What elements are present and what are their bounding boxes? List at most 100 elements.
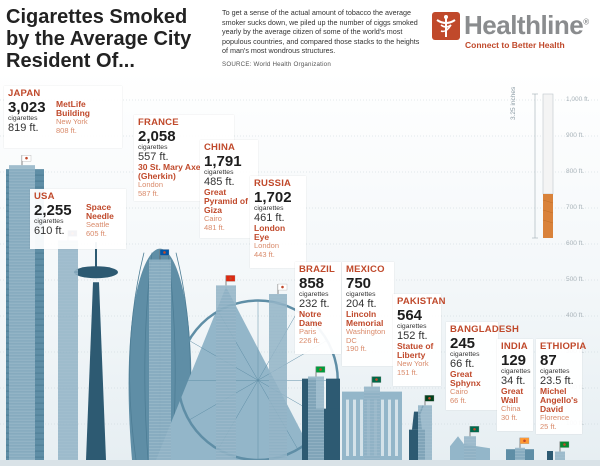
landmark-city: Florence [540, 413, 570, 422]
cigarette-length-label: 3.25 inches [510, 86, 517, 120]
landmark-city: Seattle [86, 220, 110, 229]
cigarette-count: 1,791 [204, 153, 242, 170]
intro-text: To get a sense of the actual amount of t… [222, 8, 420, 56]
landmark-name: Michel Angello's David [540, 386, 578, 414]
space-needle-saucer [74, 266, 118, 279]
stack-bar-china [216, 285, 236, 460]
cigarette-unit: cigarettes [8, 115, 38, 122]
card-usa: USA 2,255 cigarettes 610 ft. Space Needle Sea… [30, 189, 126, 249]
cigarette-unit: cigarettes [34, 218, 64, 225]
flag-emblem [523, 439, 526, 443]
card-ethiopia: ETHIOPIA 87 cigarettes 23.5 ft. Michel Angel… [536, 339, 587, 434]
landmark-name: 30 St. Mary Axe (Gherkin) [138, 162, 201, 181]
stack-height: 23.5 ft. [540, 375, 574, 387]
landmark-name: MetLife Building [56, 99, 90, 118]
landmark-city: Paris [299, 327, 317, 336]
ruler-tick-label: 400 ft. [566, 312, 585, 319]
landmark-name: Great Wall [501, 386, 524, 405]
card-russia: RUSSIA 1,702 cigarettes 461 ft. London Eye Lo… [250, 176, 306, 268]
cigarette-unit: cigarettes [397, 323, 427, 330]
landmark-height: 226 ft. [299, 335, 320, 345]
flag-emblem [473, 427, 476, 431]
stack-bar-russia [269, 294, 287, 460]
cigarette-count: 129 [501, 352, 527, 369]
stack-height: 204 ft. [346, 298, 377, 310]
stack-height: 557 ft. [138, 151, 169, 163]
cigarette-unit: cigarettes [204, 169, 234, 176]
stack-height: 34 ft. [501, 375, 526, 387]
cigarette-unit: cigarettes [138, 144, 168, 151]
cigarette-unit: cigarettes [254, 205, 284, 212]
ruler-tick-label: 600 ft. [566, 240, 585, 247]
landmark-name: London Eye [254, 223, 286, 242]
landmark-city: London [254, 241, 280, 250]
landmark-height: 151 ft. [397, 367, 418, 377]
landmark-name: Notre Dame [299, 309, 323, 328]
flag-emblem [563, 443, 566, 446]
ruler-tick-label: 700 ft. [566, 204, 585, 211]
cigarette-unit: cigarettes [299, 291, 329, 298]
cigarette-count: 2,255 [34, 202, 72, 219]
cigarette-scale-icon [532, 93, 554, 239]
country-label: ETHIOPIA [540, 341, 587, 352]
landmark-height: 808 ft. [56, 125, 77, 135]
cigarette-unit: cigarettes [501, 368, 531, 375]
country-label: RUSSIA [254, 178, 292, 189]
country-label: USA [34, 191, 55, 202]
stack-height: 461 ft. [254, 212, 285, 224]
country-label: INDIA [501, 341, 528, 352]
cigarette-count: 2,058 [138, 128, 176, 145]
landmark-height: 481 ft. [204, 222, 225, 232]
country-label: MEXICO [346, 264, 385, 275]
landmark-city: Cairo [450, 387, 468, 396]
card-mexico: MEXICO 750 cigarettes 204 ft. Lincoln Memori… [342, 262, 394, 366]
landmark-height: 587 ft. [138, 188, 159, 198]
landmark-name: Great Pyramid of Giza [204, 187, 248, 215]
country-label: CHINA [204, 142, 236, 153]
cigarette-count: 87 [540, 352, 557, 369]
card-france: FRANCE 2,058 cigarettes 557 ft. 30 St. Mary … [134, 115, 234, 201]
title-line-1: Cigarettes Smoked [6, 6, 188, 28]
ruler-tick-label: 500 ft. [566, 276, 585, 283]
landmark-city: New York [56, 117, 88, 126]
flag-emblem [281, 285, 284, 289]
brand-name: Healthline® [464, 10, 589, 40]
flag-emblem [229, 277, 232, 280]
stack-height: 232 ft. [299, 298, 330, 310]
ruler-tick-label: 800 ft. [566, 168, 585, 175]
stack-height: 152 ft. [397, 330, 428, 342]
cigarette-unit: cigarettes [540, 368, 570, 375]
gherkin-line [129, 252, 145, 461]
stack-bar-france [149, 259, 171, 460]
landmark-height: 190 ft. [346, 344, 367, 353]
source-text: SOURCE: World Health Organization [222, 61, 331, 68]
space-needle-legs [86, 282, 106, 460]
cigarette-count: 1,702 [254, 189, 292, 206]
landmark-height: 25 ft. [540, 421, 557, 431]
stack-height: 819 ft. [8, 122, 39, 134]
flag-emblem [319, 368, 322, 371]
card-japan: JAPAN 3,023 cigarettes 819 ft. MetLife Build… [4, 86, 122, 148]
flag-emblem [375, 378, 378, 381]
landmark-height: 66 ft. [450, 395, 467, 405]
cigarette-count: 858 [299, 275, 325, 292]
stack-bar-brazil [308, 376, 324, 460]
landmark-height: 605 ft. [86, 228, 107, 238]
stack-bar-pakistan [418, 405, 432, 460]
card-pakistan: PAKISTAN 564 cigarettes 152 ft. Statue of Li… [393, 294, 446, 386]
lincoln-column [388, 399, 391, 456]
cigarette-unit: cigarettes [450, 351, 480, 358]
landmark-height: 443 ft. [254, 249, 275, 259]
landmark-city: New York [397, 359, 429, 368]
healthline-logo[interactable]: Healthline® Connect to Better Health [432, 10, 592, 50]
landmark-height: 30 ft. [501, 412, 518, 422]
flag-emblem [428, 396, 431, 400]
stack-bar-usa [58, 240, 78, 460]
cigarette-count: 750 [346, 275, 372, 292]
landmark-name: Great Sphynx [450, 369, 481, 388]
landmark-name: Space Needle [86, 202, 114, 221]
landmark-name: Statue of Liberty [397, 341, 434, 360]
card-india: INDIA 129 cigarettes 34 ft. Great Wall China 3… [497, 339, 533, 431]
